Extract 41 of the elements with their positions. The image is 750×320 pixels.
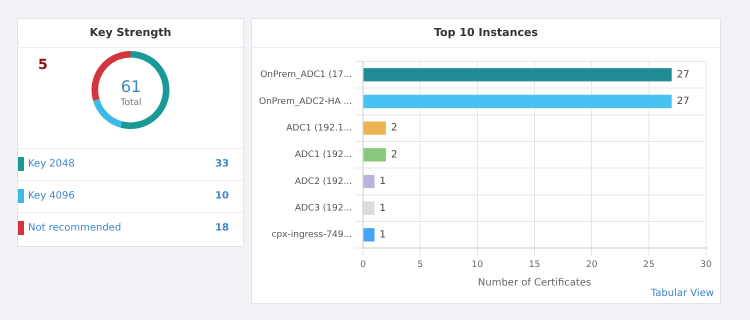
x-tick-label: 0	[360, 260, 366, 270]
data-label: 1	[380, 202, 386, 214]
y-tick-label: ADC2 (192...	[294, 176, 352, 187]
x-tick-label: 30	[700, 260, 712, 270]
y-tick-label: OnPrem_ADC1 (17...	[260, 70, 352, 80]
legend-label: Key 2048	[28, 158, 75, 170]
text: 61	[120, 77, 142, 96]
data-label: 1	[380, 176, 386, 188]
y-tick-label: ADC1 (192...	[294, 150, 352, 160]
data-label: 2	[390, 122, 398, 134]
chart-title: Top 10 Instances	[252, 19, 720, 48]
x-tick-label: 25	[643, 260, 655, 270]
x-tick-label: 15	[528, 260, 540, 270]
x-axis-title: Number of Certificates	[478, 278, 592, 289]
data-label: 10	[215, 190, 230, 202]
text: Total	[119, 98, 143, 108]
bar	[364, 68, 672, 82]
y-tick-label: ADC3 (192...	[294, 204, 352, 214]
data-label: 27	[676, 69, 690, 80]
x-tick-label: 10	[472, 260, 484, 270]
chart-title: Key Strength	[18, 19, 243, 48]
data-label: 18	[215, 222, 230, 234]
x-tick-label: 20	[586, 260, 598, 270]
x-tick-label: 5	[417, 260, 424, 270]
y-tick-label: OnPrem_ADC2-HA ...	[259, 96, 352, 107]
bar	[364, 202, 375, 215]
text: 5	[38, 57, 48, 73]
y-tick-label: ADC1 (192.1...	[286, 123, 352, 134]
legend-label: Not recommended	[28, 222, 122, 234]
text: Tabular View	[650, 288, 714, 299]
bar	[364, 174, 375, 188]
y-tick-label: cpx-ingress-749...	[272, 230, 352, 240]
data-label: 2	[390, 149, 398, 160]
bar	[364, 228, 375, 242]
data-label: 27	[676, 96, 690, 108]
legend-label: Key 4096	[28, 190, 75, 202]
bar	[364, 121, 386, 135]
bar	[364, 148, 386, 162]
bar	[364, 94, 672, 108]
data-label: 33	[215, 158, 230, 170]
data-label: 1	[380, 229, 386, 240]
